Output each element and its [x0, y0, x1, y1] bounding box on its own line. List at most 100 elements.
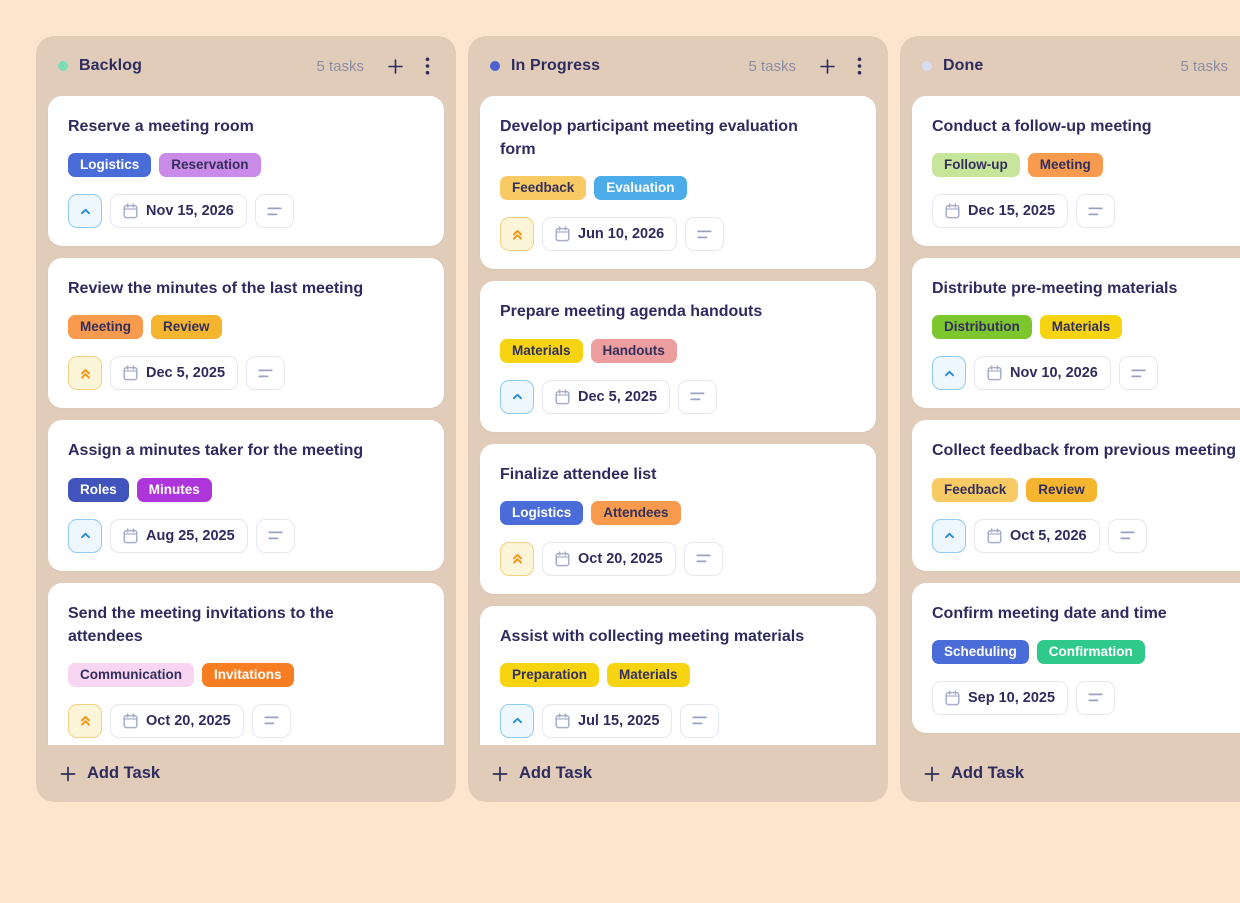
task-tag[interactable]: Scheduling	[932, 639, 1029, 664]
add-task-button[interactable]: Add Task	[900, 745, 1240, 802]
priority-button[interactable]	[68, 518, 102, 553]
task-card[interactable]: Send the meeting invitations to the atte…	[48, 582, 444, 745]
task-tag[interactable]: Feedback	[500, 176, 587, 201]
task-tag[interactable]: Distribution	[932, 315, 1032, 340]
task-tag[interactable]: Reservation	[159, 153, 261, 178]
due-date-chip[interactable]: Jun 10, 2026	[542, 217, 678, 252]
task-tag[interactable]: Logistics	[500, 500, 584, 525]
column-header: In Progress 5 tasks	[468, 36, 888, 96]
notes-button[interactable]	[683, 541, 723, 576]
notes-icon	[1119, 531, 1135, 540]
tag-row: Preparation Materials	[500, 662, 856, 687]
task-tag[interactable]: Minutes	[136, 477, 212, 502]
task-tag[interactable]: Review	[151, 315, 222, 340]
chevron-up-icon	[512, 393, 522, 400]
notes-button[interactable]	[254, 194, 294, 229]
column-menu-button[interactable]	[423, 55, 432, 77]
priority-button[interactable]	[932, 518, 966, 553]
task-tag[interactable]: Follow-up	[932, 153, 1020, 178]
task-card[interactable]: Distribute pre-meeting materials Distrib…	[912, 258, 1240, 409]
task-tag[interactable]: Meeting	[68, 315, 144, 340]
task-tag[interactable]: Communication	[68, 662, 195, 687]
notes-button[interactable]	[1076, 680, 1116, 715]
task-card[interactable]: Assign a minutes taker for the meeting R…	[48, 420, 444, 571]
task-card[interactable]: Reserve a meeting room Logistics Reserva…	[48, 96, 444, 247]
due-date-chip[interactable]: Jul 15, 2025	[542, 703, 673, 738]
task-tag[interactable]: Meeting	[1027, 153, 1103, 178]
card-meta-row: Dec 15, 2025	[932, 194, 1240, 229]
card-list[interactable]: Conduct a follow-up meeting Follow-up Me…	[900, 96, 1240, 745]
task-tag[interactable]: Logistics	[68, 153, 152, 178]
task-tag[interactable]: Materials	[500, 338, 583, 363]
task-tag[interactable]: Roles	[68, 477, 129, 502]
notes-button[interactable]	[1107, 518, 1147, 553]
priority-button[interactable]	[500, 217, 534, 252]
column-menu-button[interactable]	[855, 55, 864, 77]
due-date: Dec 5, 2025	[146, 365, 226, 382]
task-tag[interactable]: Attendees	[591, 500, 681, 525]
due-date-chip[interactable]: Aug 25, 2025	[110, 518, 248, 553]
task-card[interactable]: Develop participant meeting evaluation f…	[480, 96, 876, 270]
priority-button[interactable]	[68, 194, 102, 229]
task-tag[interactable]: Evaluation	[594, 176, 687, 201]
task-tag[interactable]: Preparation	[500, 662, 600, 687]
due-date-chip[interactable]: Sep 10, 2025	[932, 680, 1069, 715]
priority-button[interactable]	[932, 356, 966, 391]
notes-button[interactable]	[1118, 356, 1158, 391]
notes-button[interactable]	[685, 217, 725, 252]
task-tag[interactable]: Materials	[607, 662, 690, 687]
notes-button[interactable]	[680, 703, 720, 738]
priority-button[interactable]	[68, 356, 102, 391]
task-tag[interactable]: Materials	[1039, 315, 1123, 340]
due-date-chip[interactable]: Nov 10, 2026	[974, 356, 1111, 391]
add-card-button[interactable]	[385, 56, 406, 77]
calendar-icon	[555, 226, 570, 242]
add-task-button[interactable]: Add Task	[468, 745, 888, 802]
column-header: Done 5 tasks	[900, 36, 1240, 96]
notes-button[interactable]	[1076, 194, 1116, 229]
notes-button[interactable]	[255, 518, 295, 553]
task-card[interactable]: Prepare meeting agenda handouts Material…	[480, 281, 876, 432]
notes-button[interactable]	[678, 379, 718, 414]
task-card[interactable]: Assist with collecting meeting materials…	[480, 605, 876, 745]
plus-icon	[60, 766, 76, 781]
priority-button[interactable]	[500, 541, 534, 576]
task-tag[interactable]: Confirmation	[1036, 639, 1145, 664]
calendar-icon	[987, 527, 1002, 543]
task-card[interactable]: Finalize attendee list Logistics Attende…	[480, 443, 876, 594]
card-meta-row: Dec 5, 2025	[68, 356, 424, 391]
notes-button[interactable]	[251, 703, 291, 738]
card-list[interactable]: Reserve a meeting room Logistics Reserva…	[36, 96, 456, 745]
due-date-chip[interactable]: Oct 20, 2025	[542, 541, 676, 576]
priority-button[interactable]	[500, 379, 534, 414]
task-tag[interactable]: Handouts	[590, 338, 677, 363]
due-date: Aug 25, 2025	[146, 527, 235, 544]
task-title: Send the meeting invitations to the atte…	[68, 604, 334, 645]
add-task-button[interactable]: Add Task	[36, 745, 456, 802]
task-tag[interactable]: Review	[1026, 477, 1097, 502]
task-card[interactable]: Conduct a follow-up meeting Follow-up Me…	[912, 96, 1240, 247]
priority-button[interactable]	[68, 703, 102, 738]
task-card[interactable]: Confirm meeting date and time Scheduling…	[912, 582, 1240, 733]
notes-button[interactable]	[246, 356, 286, 391]
due-date: Nov 15, 2026	[146, 203, 234, 220]
priority-button[interactable]	[500, 703, 534, 738]
due-date-chip[interactable]: Nov 15, 2026	[110, 194, 247, 229]
due-date-chip[interactable]: Oct 20, 2025	[110, 703, 244, 738]
due-date-chip[interactable]: Dec 15, 2025	[932, 194, 1069, 229]
due-date-chip[interactable]: Oct 5, 2026	[974, 518, 1100, 553]
calendar-icon	[945, 203, 960, 219]
card-list[interactable]: Develop participant meeting evaluation f…	[468, 96, 888, 745]
task-card[interactable]: Review the minutes of the last meeting M…	[48, 258, 444, 409]
task-tag[interactable]: Feedback	[932, 477, 1019, 502]
double-chevron-up-icon	[512, 554, 522, 564]
column-header: Backlog 5 tasks	[36, 36, 456, 96]
card-meta-row: Nov 10, 2026	[932, 356, 1240, 391]
add-card-button[interactable]	[817, 56, 838, 77]
kanban-column-backlog: Backlog 5 tasks Reserve a meeting room L…	[36, 36, 456, 802]
due-date-chip[interactable]: Dec 5, 2025	[110, 356, 239, 391]
due-date-chip[interactable]: Dec 5, 2025	[542, 379, 671, 414]
task-tag[interactable]: Invitations	[202, 662, 294, 687]
task-card[interactable]: Collect feedback from previous meeting F…	[912, 420, 1240, 571]
task-count: 5 tasks	[1180, 57, 1228, 75]
